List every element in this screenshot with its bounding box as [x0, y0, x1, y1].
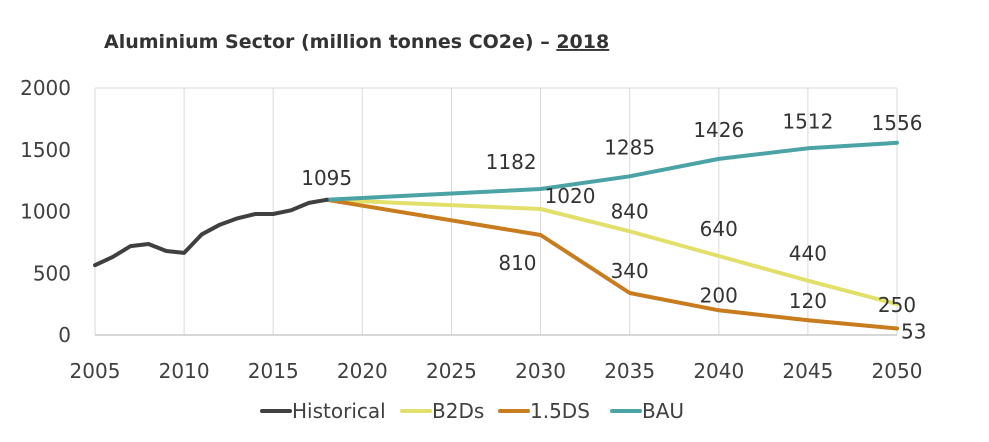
- series-line-bau: [324, 140, 899, 202]
- x-tick-label-2035: 2035: [604, 359, 655, 383]
- x-tick-label-2015: 2015: [248, 359, 299, 383]
- grid: [94, 87, 898, 335]
- axes: 0 500 1000 1500 2000 2005 2010 2015 2020 2025 2030…: [20, 76, 922, 383]
- data-label-1426: 1426: [693, 118, 744, 142]
- series-lines: [93, 140, 899, 331]
- data-label-53: 53: [901, 319, 926, 343]
- legend: Historical B2Ds 1.5DS BAU: [260, 399, 684, 423]
- chart-title-main: Aluminium Sector (million tonnes CO2e) –: [104, 31, 556, 53]
- x-tick-label-2040: 2040: [693, 359, 744, 383]
- data-label-340: 340: [611, 259, 649, 283]
- data-label-120: 120: [789, 289, 827, 313]
- data-label-250: 250: [878, 293, 916, 317]
- y-tick-label-0: 0: [58, 323, 71, 347]
- legend-label-historical: Historical: [292, 399, 386, 423]
- data-label-1285: 1285: [604, 135, 655, 159]
- legend-label-b2ds: B2Ds: [432, 399, 484, 423]
- x-tick-label-2010: 2010: [159, 359, 210, 383]
- series-line-historical: [93, 197, 329, 268]
- x-tick-label-2050: 2050: [872, 359, 923, 383]
- x-tick-label-2045: 2045: [782, 359, 833, 383]
- y-tick-label-1500: 1500: [20, 138, 71, 162]
- data-labels: 1095 1182 1285 1426 1512 1556 1020 840 640 440 250…: [301, 109, 926, 343]
- x-tick-label-2025: 2025: [426, 359, 477, 383]
- y-tick-label-500: 500: [33, 261, 71, 285]
- chart-title-year: 2018: [556, 31, 609, 53]
- data-label-810: 810: [498, 251, 536, 275]
- data-label-1556: 1556: [872, 111, 923, 135]
- data-label-440: 440: [789, 242, 827, 266]
- legend-label-bau: BAU: [642, 399, 684, 423]
- data-label-1512: 1512: [782, 109, 833, 133]
- data-label-1182: 1182: [486, 150, 537, 174]
- data-label-840: 840: [611, 199, 649, 223]
- data-label-1095: 1095: [301, 166, 352, 190]
- data-label-200: 200: [700, 283, 738, 307]
- series-line-1-5ds: [324, 197, 899, 331]
- x-tick-label-2030: 2030: [515, 359, 566, 383]
- chart-title: Aluminium Sector (million tonnes CO2e) –…: [104, 31, 609, 53]
- y-tick-label-1000: 1000: [20, 200, 71, 224]
- y-tick-label-2000: 2000: [20, 76, 71, 100]
- data-label-640: 640: [700, 217, 738, 241]
- series-line-b2ds: [324, 197, 899, 307]
- data-label-1020: 1020: [545, 184, 596, 208]
- legend-label-1-5ds: 1.5DS: [530, 399, 590, 423]
- x-tick-label-2020: 2020: [337, 359, 388, 383]
- x-tick-label-2005: 2005: [70, 359, 121, 383]
